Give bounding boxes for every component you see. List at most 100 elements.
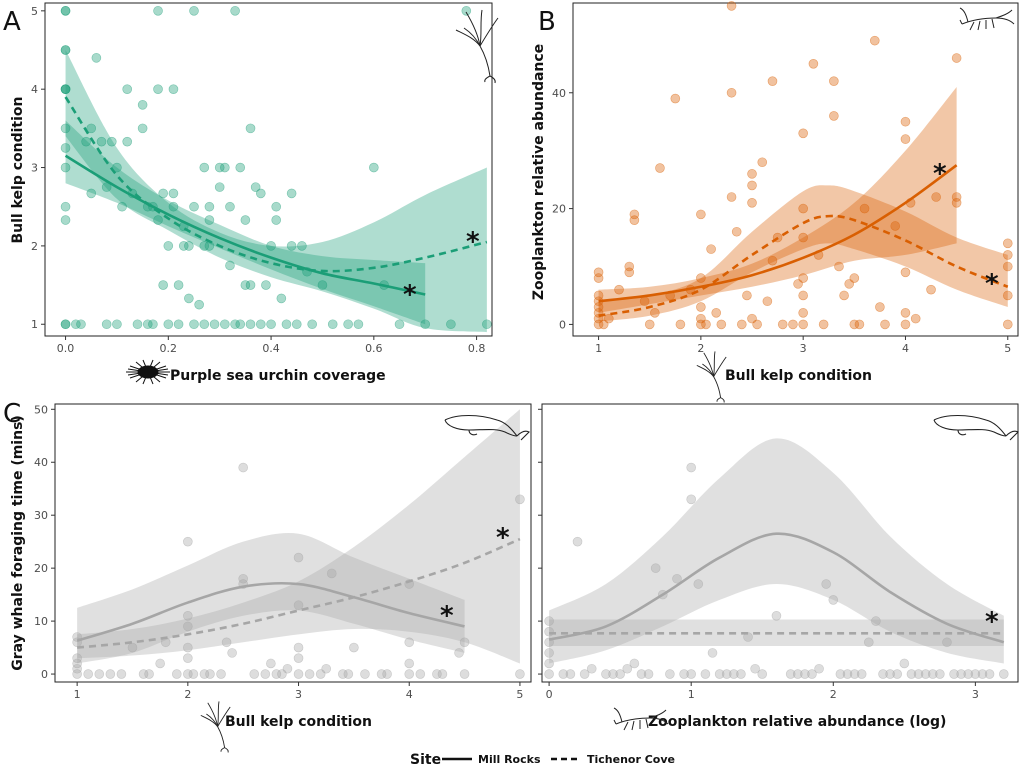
data-point xyxy=(818,319,829,330)
data-point xyxy=(913,669,924,679)
data-point xyxy=(798,319,808,330)
data-point xyxy=(807,669,817,679)
data-point xyxy=(101,319,112,330)
data-point xyxy=(942,637,952,648)
data-point xyxy=(856,669,867,679)
data-point xyxy=(900,308,911,318)
data-point xyxy=(849,319,860,330)
data-point xyxy=(762,296,773,307)
data-point xyxy=(281,319,292,330)
y-tick-label: 4 xyxy=(31,83,38,96)
data-point xyxy=(72,663,82,674)
data-point xyxy=(209,319,220,330)
data-point xyxy=(235,319,246,330)
data-point xyxy=(415,669,426,679)
data-point xyxy=(183,611,193,621)
panel-c-left-star-mill: * xyxy=(440,601,454,631)
x-tick-label: 1 xyxy=(688,688,695,701)
data-point xyxy=(291,319,302,330)
data-point xyxy=(205,669,215,679)
data-point xyxy=(199,241,210,251)
data-point xyxy=(266,319,276,330)
gray-whale-icon xyxy=(444,414,530,441)
data-point xyxy=(736,319,747,330)
data-point xyxy=(86,123,97,134)
data-point xyxy=(105,669,116,679)
data-point xyxy=(199,669,210,679)
data-point xyxy=(544,658,554,669)
data-point xyxy=(842,669,853,679)
data-point xyxy=(721,669,732,679)
data-point xyxy=(854,319,865,330)
data-point xyxy=(230,319,240,330)
data-point xyxy=(117,201,127,212)
data-point xyxy=(579,669,590,679)
data-point xyxy=(183,642,193,653)
data-point xyxy=(752,319,762,330)
panel-b: 1 2 3 4 5 0 20 40 B Bull kelp condition Zooplan… xyxy=(531,1,1019,403)
confidence-band-mill-rocks xyxy=(549,438,1004,664)
data-point xyxy=(216,669,226,679)
panel-c-left-y-title: Gray whale foraging time (mins) xyxy=(10,415,26,671)
data-point xyxy=(245,123,256,134)
data-point xyxy=(636,669,647,679)
data-point xyxy=(670,93,681,104)
data-point xyxy=(353,319,364,330)
data-point xyxy=(72,669,82,679)
data-point xyxy=(127,642,138,653)
data-point xyxy=(293,669,304,679)
x-tick-label: 3 xyxy=(295,688,302,701)
y-tick-label: 2 xyxy=(31,240,38,253)
data-point xyxy=(266,658,276,669)
data-point xyxy=(183,621,193,632)
data-point xyxy=(601,669,611,679)
data-point xyxy=(220,162,230,173)
data-point xyxy=(189,6,199,16)
panel-c-right-x-title: Zooplankton relative abundance (log) xyxy=(648,714,946,730)
data-point xyxy=(199,319,210,330)
data-point xyxy=(558,669,569,679)
data-point xyxy=(214,162,225,173)
data-point xyxy=(83,669,94,679)
x-tick-label: 5 xyxy=(1004,342,1011,355)
data-point xyxy=(696,209,706,220)
x-tick-label: 0.2 xyxy=(160,342,178,355)
data-point xyxy=(622,663,633,674)
data-point xyxy=(158,188,168,199)
data-point xyxy=(225,201,235,212)
data-point xyxy=(1002,238,1013,249)
x-tick-label: 0.4 xyxy=(262,342,280,355)
panel-b-star-tichenor: * xyxy=(985,269,999,299)
confidence-band-tichenor-cove xyxy=(77,409,520,664)
data-point xyxy=(726,87,737,98)
panel-a-plot: 0.0 0.2 0.4 0.6 0.8 1 2 3 4 5 xyxy=(31,5,492,355)
data-point xyxy=(360,669,370,679)
data-point xyxy=(321,663,332,674)
data-point xyxy=(859,203,870,214)
fit-line-mill-rocks xyxy=(548,532,1005,644)
data-point xyxy=(238,573,248,584)
fit-line-mill-rocks xyxy=(76,581,465,642)
legend-label-mill-rocks: Mill Rocks xyxy=(478,753,541,766)
data-point xyxy=(204,201,215,212)
data-point xyxy=(184,293,194,304)
data-point xyxy=(821,579,831,589)
data-point xyxy=(624,267,635,278)
data-point xyxy=(788,319,798,330)
data-point xyxy=(998,669,1009,679)
panel-c-left-star-tichenor: * xyxy=(496,523,510,553)
y-tick-label: 0 xyxy=(41,668,48,681)
data-point xyxy=(665,669,675,679)
data-point xyxy=(785,669,796,679)
data-point xyxy=(271,201,282,212)
data-point xyxy=(260,669,271,679)
data-point xyxy=(116,669,127,679)
data-point xyxy=(238,462,248,473)
confidence-band-tichenor-cove xyxy=(65,50,487,333)
data-point xyxy=(926,284,936,295)
data-point xyxy=(747,169,757,179)
data-point xyxy=(650,308,660,318)
data-point xyxy=(706,244,716,254)
data-point xyxy=(747,198,757,208)
